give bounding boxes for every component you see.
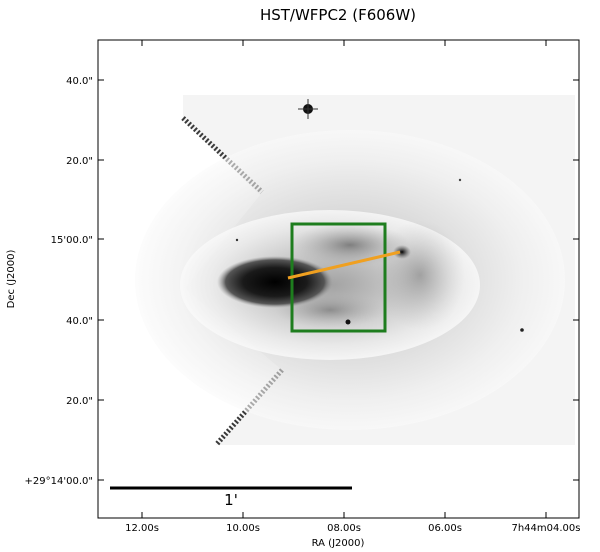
dec-tick-labels: 40.0" 20.0" 15'00.0" 40.0" 20.0" +29°14'… [25, 76, 93, 487]
field-star [235, 238, 239, 242]
figure-title: HST/WFPC2 (F606W) [260, 6, 416, 24]
dec-tick-label: 20.0" [66, 396, 93, 407]
ra-tick-label: 12.00s [125, 523, 159, 534]
ra-ticks [141, 40, 547, 518]
ra-tick-label: 08.00s [327, 523, 361, 534]
dec-tick-label: +29°14'00.0" [25, 476, 93, 487]
galaxy-nucleus [217, 256, 333, 308]
ra-tick-label: 10.00s [226, 523, 260, 534]
ra-tick-labels: 12.00s 10.00s 08.00s 06.00s 7h44m04.00s [125, 523, 580, 534]
dec-tick-label: 40.0" [66, 316, 93, 327]
field-star [458, 178, 462, 182]
galaxy-image [135, 95, 575, 447]
field-star [345, 319, 351, 325]
dec-tick-label: 40.0" [66, 76, 93, 87]
y-axis-label: Dec (J2000) [6, 250, 17, 309]
x-axis-label: RA (J2000) [312, 538, 365, 549]
ra-tick-label: 7h44m04.00s [511, 523, 580, 534]
scale-bar-label: 1' [224, 491, 238, 509]
dec-tick-label: 15'00.0" [51, 235, 93, 246]
ra-tick-label: 06.00s [428, 523, 462, 534]
slit-line [287, 250, 401, 280]
dec-ticks [98, 79, 579, 481]
plot-frame [97, 39, 580, 519]
dec-tick-label: 20.0" [66, 156, 93, 167]
field-star [520, 328, 524, 332]
